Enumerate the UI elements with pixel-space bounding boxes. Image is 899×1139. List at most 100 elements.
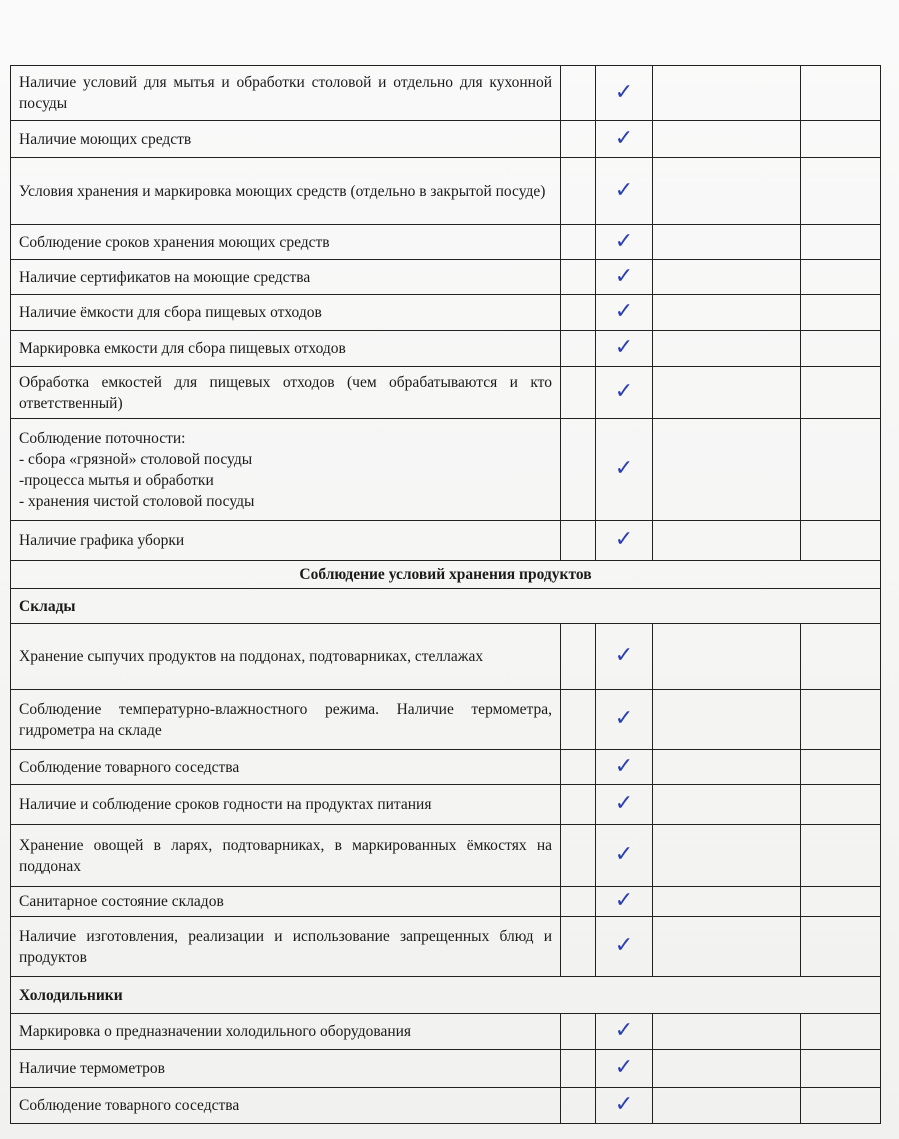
table-row: Соблюдение температурно-влажностного реж… bbox=[10, 689, 881, 750]
criterion-text: Наличие ёмкости для сбора пищевых отходо… bbox=[10, 294, 561, 331]
criterion-line: Соблюдение товарного соседства bbox=[19, 1097, 240, 1114]
criterion-line: Условия хранения и маркировка моющих сре… bbox=[19, 182, 546, 200]
criterion-text: Соблюдение сроков хранения моющих средст… bbox=[10, 224, 561, 260]
table-row: Наличие ёмкости для сбора пищевых отходо… bbox=[10, 294, 881, 331]
check-cell: ✓ bbox=[595, 886, 653, 917]
criterion-line: Наличие моющих средств bbox=[19, 130, 192, 148]
table-row: Наличие термометров ✓ bbox=[10, 1049, 881, 1088]
empty-cell bbox=[800, 916, 881, 977]
criterion-text: Обработка емкостей для пищевых отходов (… bbox=[10, 366, 561, 419]
empty-cell bbox=[652, 330, 801, 367]
criterion-text: Наличие и соблюдение сроков годности на … bbox=[10, 784, 561, 825]
empty-cell bbox=[560, 120, 596, 158]
empty-cell bbox=[652, 916, 801, 977]
check-cell: ✓ bbox=[595, 689, 653, 750]
checkmark-icon: ✓ bbox=[614, 527, 634, 552]
empty-cell bbox=[560, 784, 596, 825]
checkmark-icon: ✓ bbox=[614, 228, 634, 254]
checkmark-icon: ✓ bbox=[614, 1055, 634, 1080]
empty-cell bbox=[652, 749, 801, 785]
checkmark-icon: ✓ bbox=[614, 753, 634, 779]
empty-cell bbox=[560, 294, 596, 331]
empty-cell bbox=[652, 294, 801, 331]
empty-cell bbox=[560, 330, 596, 367]
empty-cell bbox=[652, 1013, 801, 1050]
check-cell: ✓ bbox=[595, 259, 653, 295]
check-cell: ✓ bbox=[595, 1087, 653, 1124]
check-cell: ✓ bbox=[595, 623, 653, 690]
check-cell: ✓ bbox=[595, 749, 653, 785]
criterion-line: Хранение сыпучих продуктов на поддонах, … bbox=[19, 648, 484, 665]
empty-cell bbox=[560, 418, 596, 521]
criterion-text: Хранение сыпучих продуктов на поддонах, … bbox=[10, 623, 561, 690]
check-cell: ✓ bbox=[595, 916, 653, 977]
empty-cell bbox=[800, 224, 881, 260]
empty-cell bbox=[652, 689, 801, 750]
empty-cell bbox=[652, 623, 801, 690]
criterion-line: Наличие сертификатов на моющие средства bbox=[19, 268, 311, 286]
empty-cell bbox=[800, 520, 881, 561]
section-row: Соблюдение условий хранения продуктов bbox=[10, 560, 881, 589]
check-cell: ✓ bbox=[595, 157, 653, 225]
empty-cell bbox=[652, 259, 801, 295]
empty-cell bbox=[560, 1013, 596, 1050]
criterion-text: Соблюдение поточности: - сбора «грязной» … bbox=[10, 418, 561, 521]
empty-cell bbox=[800, 749, 881, 785]
table-row: Соблюдение товарного соседства ✓ bbox=[10, 1087, 881, 1124]
criterion-line: - хранения чистой столовой посуды bbox=[19, 492, 255, 510]
checkmark-icon: ✓ bbox=[614, 933, 634, 958]
table-row: Наличие моющих средств ✓ bbox=[10, 120, 881, 158]
subsection-row: Холодильники bbox=[10, 976, 881, 1014]
checkmark-icon: ✓ bbox=[614, 263, 634, 289]
empty-cell bbox=[800, 623, 881, 690]
empty-cell bbox=[652, 224, 801, 260]
check-cell: ✓ bbox=[595, 366, 653, 419]
criterion-text: Наличие графика уборки bbox=[10, 520, 561, 561]
checkmark-icon: ✓ bbox=[614, 791, 634, 816]
checklist-table: Наличие условий для мытья и обработки ст… bbox=[10, 65, 881, 1124]
table-row: Хранение сыпучих продуктов на поддонах, … bbox=[10, 623, 881, 690]
empty-cell bbox=[560, 65, 596, 121]
table-row: Маркировка емкости для сбора пищевых отх… bbox=[10, 330, 881, 367]
empty-cell bbox=[560, 1087, 596, 1124]
empty-cell bbox=[560, 623, 596, 690]
criterion-line: Наличие и соблюдение сроков годности на … bbox=[19, 796, 432, 813]
empty-cell bbox=[560, 824, 596, 887]
table-row: Санитарное состояние складов ✓ bbox=[10, 886, 881, 917]
checkmark-icon: ✓ bbox=[614, 125, 634, 151]
check-cell: ✓ bbox=[595, 418, 653, 521]
criterion-line: Наличие графика уборки bbox=[19, 532, 185, 549]
checkmark-icon: ✓ bbox=[614, 299, 634, 324]
table-row: Соблюдение поточности: - сбора «грязной» … bbox=[10, 418, 881, 521]
criterion-text: Соблюдение товарного соседства bbox=[10, 1087, 561, 1124]
criterion-line: Соблюдение температурно-влажностного реж… bbox=[19, 700, 552, 739]
empty-cell bbox=[652, 1087, 801, 1124]
criterion-text: Наличие термометров bbox=[10, 1049, 561, 1088]
checkmark-icon: ✓ bbox=[614, 888, 634, 913]
table-row: Наличие и соблюдение сроков годности на … bbox=[10, 784, 881, 825]
empty-cell bbox=[560, 886, 596, 917]
empty-cell bbox=[560, 157, 596, 225]
check-cell: ✓ bbox=[595, 520, 653, 561]
criterion-line: Наличие изготовления, реализации и испол… bbox=[19, 927, 552, 966]
empty-cell bbox=[800, 157, 881, 225]
empty-cell bbox=[800, 1049, 881, 1088]
criterion-line: Соблюдение поточности: bbox=[19, 429, 186, 447]
criterion-text: Хранение овощей в ларях, подтоварниках, … bbox=[10, 824, 561, 887]
empty-cell bbox=[560, 916, 596, 977]
subsection-row: Склады bbox=[10, 588, 881, 624]
empty-cell bbox=[800, 824, 881, 887]
criterion-text: Наличие условий для мытья и обработки ст… bbox=[10, 65, 561, 121]
empty-cell bbox=[652, 120, 801, 158]
checkmark-icon: ✓ bbox=[614, 177, 634, 203]
check-cell: ✓ bbox=[595, 120, 653, 158]
empty-cell bbox=[800, 689, 881, 750]
empty-cell bbox=[800, 418, 881, 521]
empty-cell bbox=[652, 65, 801, 121]
check-cell: ✓ bbox=[595, 330, 653, 367]
checkmark-icon: ✓ bbox=[614, 456, 634, 481]
criterion-line: Обработка емкостей для пищевых отходов (… bbox=[19, 373, 552, 412]
empty-cell bbox=[652, 366, 801, 419]
section-heading: Соблюдение условий хранения продуктов bbox=[10, 560, 881, 589]
